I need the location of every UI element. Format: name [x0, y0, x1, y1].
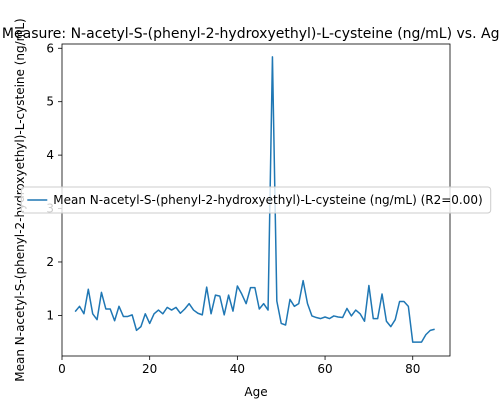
- y-tick-label: 5: [46, 95, 54, 109]
- y-tick-label: 4: [46, 148, 54, 162]
- chart-title: Measure: N-acetyl-S-(phenyl-2-hydroxyeth…: [2, 26, 500, 42]
- legend-label: Mean N-acetyl-S-(phenyl-2-hydroxyethyl)-…: [53, 193, 482, 207]
- x-tick-label: 60: [317, 362, 332, 376]
- plot-area: 020406080123456: [46, 41, 451, 376]
- x-tick-label: 0: [58, 362, 66, 376]
- legend-box: [20, 186, 492, 214]
- y-tick-label: 1: [46, 308, 54, 322]
- y-tick-label: 2: [46, 255, 54, 269]
- x-axis-label: Age: [244, 385, 267, 399]
- legend: Mean N-acetyl-S-(phenyl-2-hydroxyethyl)-…: [20, 186, 492, 214]
- x-tick-label: 80: [405, 362, 420, 376]
- x-tick-label: 40: [230, 362, 245, 376]
- y-axis-label: Mean N-acetyl-S-(phenyl-2-hydroxyethyl)-…: [13, 18, 27, 382]
- y-tick-label: 6: [46, 41, 54, 55]
- series-line: [74, 56, 435, 343]
- x-tick-label: 20: [142, 362, 157, 376]
